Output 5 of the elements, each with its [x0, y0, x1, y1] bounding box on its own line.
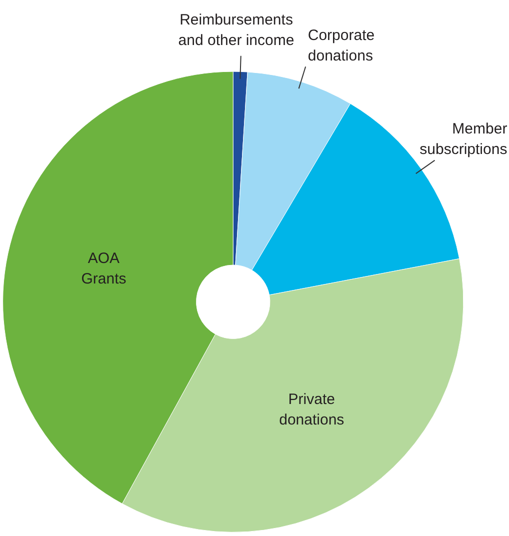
- slice-label: Private donations: [279, 391, 344, 428]
- slice-label: Reimbursements and other income: [178, 12, 294, 49]
- slice-label: Corporate donations: [308, 26, 375, 64]
- slice-label: Member subscriptions: [420, 120, 508, 158]
- slice-label: AOA Grants: [81, 250, 126, 288]
